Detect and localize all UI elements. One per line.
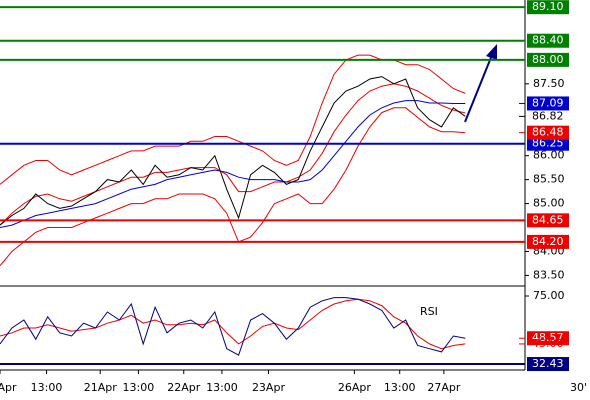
y-tick-label: 85.00 — [533, 197, 565, 210]
level-label: 89.10 — [532, 0, 564, 13]
tag-label: 87.09 — [532, 96, 564, 109]
tag-label: 48.57 — [532, 331, 564, 344]
tag-label: 86.48 — [532, 126, 564, 139]
x-tick-label: 26Apr — [338, 381, 372, 394]
y-tick-label: 75.00 — [533, 289, 565, 302]
x-tick-label: 13:00 — [206, 381, 238, 394]
level-label: 84.65 — [532, 213, 564, 226]
level-label: 88.00 — [532, 53, 564, 66]
level-label: 32.43 — [532, 357, 564, 370]
series-line — [0, 107, 466, 267]
panel-label: RSI — [420, 305, 438, 318]
series-line — [0, 298, 466, 350]
tag-box — [527, 96, 569, 111]
tag-label: 45.00 — [532, 337, 564, 350]
level-box — [527, 357, 569, 372]
tag-label: 86.82 — [532, 109, 564, 122]
series-line — [0, 83, 466, 226]
level-box — [527, 213, 569, 228]
level-box — [527, 136, 569, 151]
tag-box — [527, 125, 569, 140]
level-label: 88.40 — [532, 34, 564, 47]
y-tick-label: 85.50 — [533, 173, 565, 186]
x-tick-label: 23Apr — [252, 381, 286, 394]
x-tick-label: 27Apr — [427, 381, 461, 394]
series-line — [0, 297, 466, 356]
level-box — [527, 33, 569, 48]
level-box — [527, 0, 569, 15]
x-tick-label: 20Apr — [0, 381, 17, 394]
trend-arrow — [464, 54, 493, 123]
level-label: 84.20 — [532, 235, 564, 248]
level-label: 86.25 — [532, 137, 564, 150]
y-tick-label: 86.00 — [533, 149, 565, 162]
series-line — [0, 76, 466, 226]
x-tick-label: 13:00 — [123, 381, 155, 394]
series-line — [0, 54, 466, 185]
tag-box — [527, 331, 569, 346]
x-tick-label: 13:00 — [384, 381, 416, 394]
x-tick-label: 21Apr — [84, 381, 118, 394]
y-tick-label: 83.50 — [533, 268, 565, 281]
period-label: 30' — [570, 381, 587, 394]
x-tick-label: 22Apr — [167, 381, 201, 394]
series-line — [0, 100, 466, 228]
level-box — [527, 234, 569, 249]
level-box — [527, 52, 569, 67]
y-tick-label: 87.50 — [533, 77, 565, 90]
trend-arrow-head — [486, 44, 497, 60]
x-tick-label: 13:00 — [31, 381, 63, 394]
